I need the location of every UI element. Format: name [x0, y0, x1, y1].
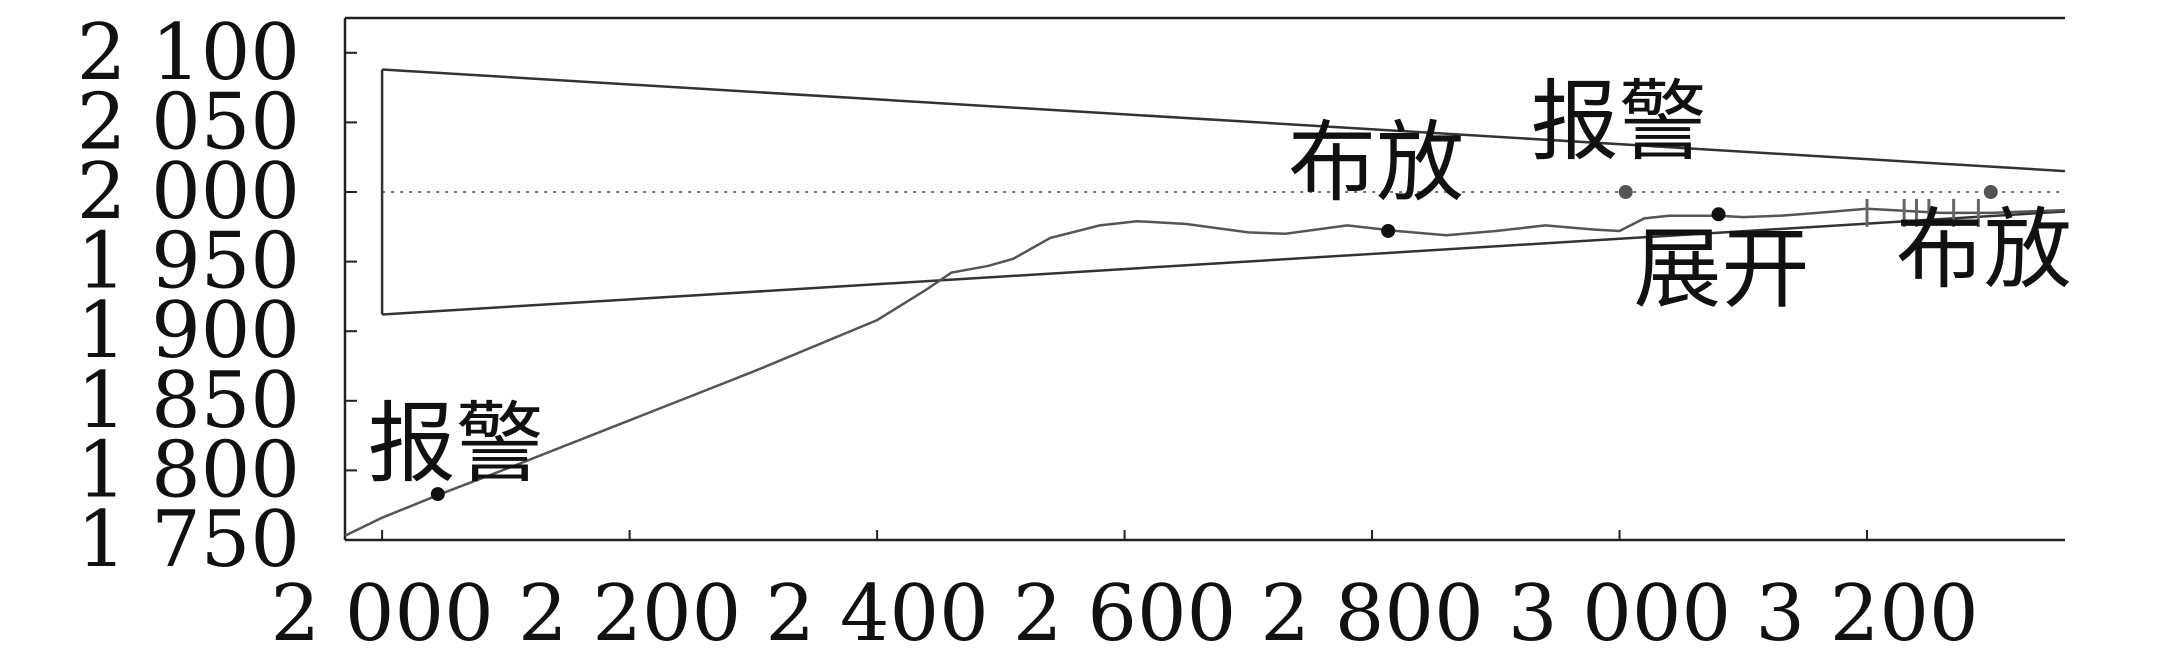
series-line-trajectory — [344, 207, 2066, 537]
annotation-label: 布放 — [1288, 111, 1464, 214]
plot-frame — [343, 16, 2065, 542]
y-tick-label: 1 800 — [77, 425, 300, 515]
x-tick-label: 2 800 — [1260, 569, 1483, 650]
y-tick-label: 2 050 — [77, 77, 300, 167]
series-line-lower-boundary — [382, 210, 2066, 316]
event-marker — [430, 487, 445, 502]
marker-layer — [430, 185, 1998, 502]
y-tick-label: 1 950 — [77, 217, 300, 307]
series-line-upper-boundary — [382, 68, 2066, 173]
y-tick-label: 1 900 — [77, 286, 300, 376]
y-tick-label: 1 750 — [77, 495, 300, 585]
series-layer — [344, 68, 2066, 537]
annotation-label: 布放 — [1896, 198, 2072, 301]
y-tick-label: 2 000 — [77, 147, 300, 237]
x-tick-label: 3 000 — [1508, 569, 1731, 650]
y-tick-label: 1 850 — [77, 356, 300, 446]
event-marker — [1711, 207, 1726, 222]
x-tick-label: 3 200 — [1755, 569, 1978, 650]
y-tick-label: 2 100 — [77, 8, 300, 98]
event-marker — [1618, 185, 1633, 199]
event-marker — [1381, 223, 1396, 238]
event-marker — [1983, 185, 1998, 199]
annotation-label: 报警 — [368, 392, 544, 495]
annotation-label: 报警 — [1531, 70, 1707, 173]
x-tick-label: 2 600 — [1013, 569, 1236, 650]
annotation-label: 展开 — [1634, 217, 1810, 320]
x-tick-label: 2 200 — [518, 569, 741, 650]
x-tick-label: 2 000 — [270, 569, 493, 650]
x-tick-label: 2 400 — [765, 569, 988, 650]
